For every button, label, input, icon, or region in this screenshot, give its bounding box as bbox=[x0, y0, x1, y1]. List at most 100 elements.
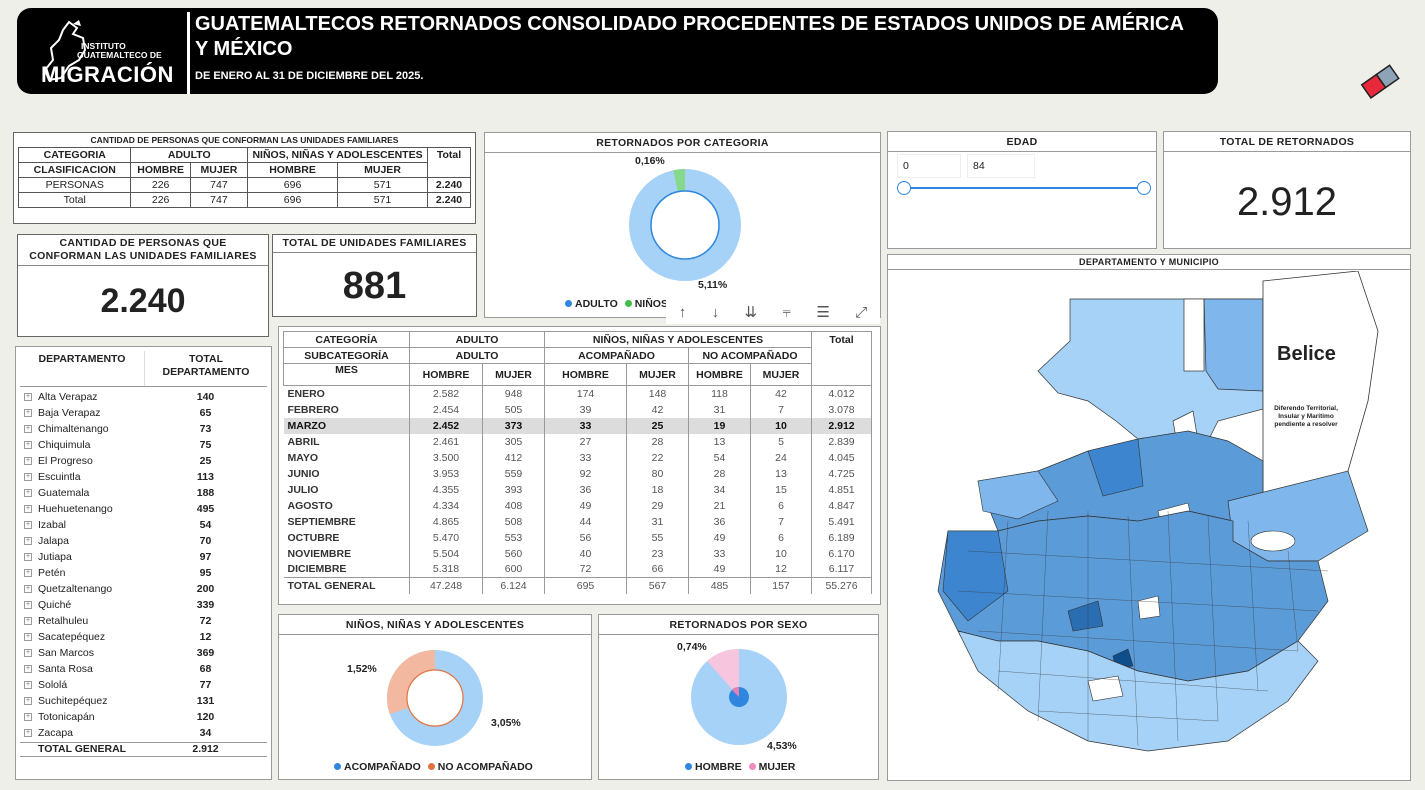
expand-icon[interactable]: + bbox=[24, 521, 32, 529]
expand-icon[interactable]: + bbox=[24, 681, 32, 689]
table-row[interactable]: + Alta Verapaz 140 bbox=[20, 389, 267, 405]
table-row[interactable]: + Jutiapa 97 bbox=[20, 549, 267, 565]
table-row[interactable]: + Retalhuleu 72 bbox=[20, 613, 267, 629]
expand-icon[interactable]: + bbox=[24, 585, 32, 593]
expand-next-level-icon[interactable]: ⇊ bbox=[744, 304, 758, 321]
expand-icon[interactable]: + bbox=[24, 409, 32, 417]
donut-slice-no-acompanado[interactable] bbox=[387, 650, 436, 715]
categoria-donut-chart[interactable] bbox=[623, 163, 747, 287]
legend-hombre[interactable]: HOMBRE bbox=[695, 761, 742, 773]
nna-donut-chart[interactable] bbox=[385, 648, 485, 748]
table-row[interactable]: + Izabal 54 bbox=[20, 517, 267, 533]
table-row[interactable]: FEBRERO 2.454 505 39 42 31 7 3.078 bbox=[283, 401, 872, 418]
table-row[interactable]: + Jalapa 70 bbox=[20, 533, 267, 549]
value-cell: 600 bbox=[482, 561, 545, 578]
expand-icon[interactable]: + bbox=[24, 489, 32, 497]
col-header: MES bbox=[283, 363, 410, 386]
col-header: SUBCATEGORÍA bbox=[283, 347, 410, 364]
expand-icon[interactable]: + bbox=[24, 505, 32, 513]
edad-max-input[interactable]: 84 bbox=[967, 154, 1035, 178]
table-row[interactable]: SEPTIEMBRE 4.865 508 44 31 36 7 5.491 bbox=[283, 513, 872, 530]
expand-icon[interactable]: + bbox=[24, 553, 32, 561]
mes-matrix-panel: CATEGORÍA ADULTO NIÑOS, NIÑAS Y ADOLESCE… bbox=[278, 326, 881, 605]
edad-slider-min-handle[interactable] bbox=[897, 181, 911, 195]
table-row[interactable]: + Suchitepéquez 131 bbox=[20, 693, 267, 709]
table-row[interactable]: + Totonicapán 120 bbox=[20, 709, 267, 725]
table-row[interactable]: NOVIEMBRE 5.504 560 40 23 33 10 6.170 bbox=[283, 545, 872, 562]
legend-acompanado[interactable]: ACOMPAÑADO bbox=[344, 761, 421, 773]
guatemala-municipios-map[interactable] bbox=[888, 271, 1411, 781]
map-region-huehue[interactable] bbox=[977, 470, 1059, 520]
table-row[interactable]: + Chimaltenango 73 bbox=[20, 421, 267, 437]
table-row[interactable]: MAYO 3.500 412 33 22 54 24 4.045 bbox=[283, 449, 872, 466]
table-row[interactable]: JUNIO 3.953 559 92 80 28 13 4.725 bbox=[283, 465, 872, 482]
table-row[interactable]: + Petén 95 bbox=[20, 565, 267, 581]
table-row[interactable]: DICIEMBRE 5.318 600 72 66 49 12 6.117 bbox=[283, 561, 872, 578]
table-row[interactable]: AGOSTO 4.334 408 49 29 21 6 4.847 bbox=[283, 497, 872, 514]
value-cell: 49 bbox=[688, 561, 751, 578]
dept-name: Izabal bbox=[38, 519, 67, 531]
table-row[interactable]: + San Marcos 369 bbox=[20, 645, 267, 661]
expand-icon[interactable]: + bbox=[24, 633, 32, 641]
sexo-pie-chart[interactable] bbox=[689, 645, 789, 745]
filter-icon[interactable]: ☰ bbox=[816, 304, 830, 321]
drill-up-icon[interactable]: ↑ bbox=[678, 303, 687, 321]
clear-filters-eraser-icon[interactable] bbox=[1358, 64, 1402, 102]
map-region-peten-east[interactable] bbox=[1203, 298, 1264, 392]
table-row[interactable]: + Escuintla 113 bbox=[20, 469, 267, 485]
table-row[interactable]: + Quiché 339 bbox=[20, 597, 267, 613]
expand-icon[interactable]: + bbox=[24, 457, 32, 465]
table-row[interactable]: MARZO 2.452 373 33 25 19 10 2.912 bbox=[283, 417, 872, 434]
sexo-label-bottom: 4,53% bbox=[767, 740, 797, 752]
map-region-quiche[interactable] bbox=[1087, 438, 1144, 497]
expand-icon[interactable]: + bbox=[24, 649, 32, 657]
edad-slider-track[interactable] bbox=[904, 187, 1145, 189]
expand-icon[interactable]: + bbox=[24, 617, 32, 625]
legend-ninos[interactable]: NIÑOS, bbox=[634, 298, 671, 310]
table-row[interactable]: + Sololá 77 bbox=[20, 677, 267, 693]
table-row[interactable]: + Huehuetenango 495 bbox=[20, 501, 267, 517]
table-row[interactable]: + Santa Rosa 68 bbox=[20, 661, 267, 677]
personas-card: CANTIDAD DE PERSONAS QUE CONFORMAN LAS U… bbox=[17, 234, 269, 337]
edad-min-input[interactable]: 0 bbox=[897, 154, 961, 178]
table-row[interactable]: + Guatemala 188 bbox=[20, 485, 267, 501]
legend-mujer[interactable]: MUJER bbox=[758, 761, 796, 773]
expand-icon[interactable]: + bbox=[24, 601, 32, 609]
expand-icon[interactable]: + bbox=[24, 425, 32, 433]
pie-slice-mujer[interactable] bbox=[707, 648, 739, 697]
dept-name: Quetzaltenango bbox=[38, 583, 113, 595]
value-cell: 55.276 bbox=[811, 577, 872, 594]
expand-icon[interactable]: + bbox=[24, 537, 32, 545]
total-retornados-card: TOTAL DE RETORNADOS 2.912 bbox=[1163, 131, 1411, 249]
donut-slice-ninos[interactable] bbox=[673, 168, 686, 192]
table-row[interactable]: + Sacatepéquez 12 bbox=[20, 629, 267, 645]
expand-icon[interactable]: + bbox=[24, 713, 32, 721]
expand-icon[interactable]: + bbox=[24, 473, 32, 481]
table-row[interactable]: JULIO 4.355 393 36 18 34 15 4.851 bbox=[283, 481, 872, 498]
table-row[interactable]: + Quetzaltenango 200 bbox=[20, 581, 267, 597]
expand-icon[interactable]: + bbox=[24, 697, 32, 705]
map-region-costa-sur[interactable] bbox=[957, 630, 1319, 752]
legend-adulto[interactable]: ADULTO bbox=[575, 298, 618, 310]
expand-icon[interactable]: + bbox=[24, 393, 32, 401]
drill-down-icon[interactable]: ↓ bbox=[711, 303, 720, 321]
focus-mode-icon[interactable]: ⤢ bbox=[855, 303, 868, 321]
dept-name-cell: + Alta Verapaz bbox=[20, 391, 144, 403]
table-row[interactable]: TOTAL GENERAL 47.248 6.124 695 567 485 157 55.2… bbox=[283, 577, 872, 594]
edad-slider-max-handle[interactable] bbox=[1137, 181, 1151, 195]
table-row[interactable]: ENERO 2.582 948 174 148 118 42 4.012 bbox=[283, 385, 872, 402]
expand-icon[interactable]: + bbox=[24, 441, 32, 449]
map-region-blank bbox=[1183, 298, 1205, 372]
hierarchy-expand-icon[interactable]: ⫧ bbox=[782, 303, 791, 321]
table-row[interactable]: OCTUBRE 5.470 553 56 55 49 6 6.189 bbox=[283, 529, 872, 546]
expand-icon[interactable]: + bbox=[24, 569, 32, 577]
table-row[interactable]: + Chiquimula 75 bbox=[20, 437, 267, 453]
map-region-sanmarcos[interactable] bbox=[942, 530, 1009, 622]
table-row[interactable]: ABRIL 2.461 305 27 28 13 5 2.839 bbox=[283, 433, 872, 450]
table-row[interactable]: + Baja Verapaz 65 bbox=[20, 405, 267, 421]
table-row[interactable]: + Zacapa 34 bbox=[20, 725, 267, 741]
expand-icon[interactable]: + bbox=[24, 729, 32, 737]
legend-no-acompanado[interactable]: NO ACOMPAÑADO bbox=[437, 761, 533, 773]
table-row[interactable]: + El Progreso 25 bbox=[20, 453, 267, 469]
expand-icon[interactable]: + bbox=[24, 665, 32, 673]
